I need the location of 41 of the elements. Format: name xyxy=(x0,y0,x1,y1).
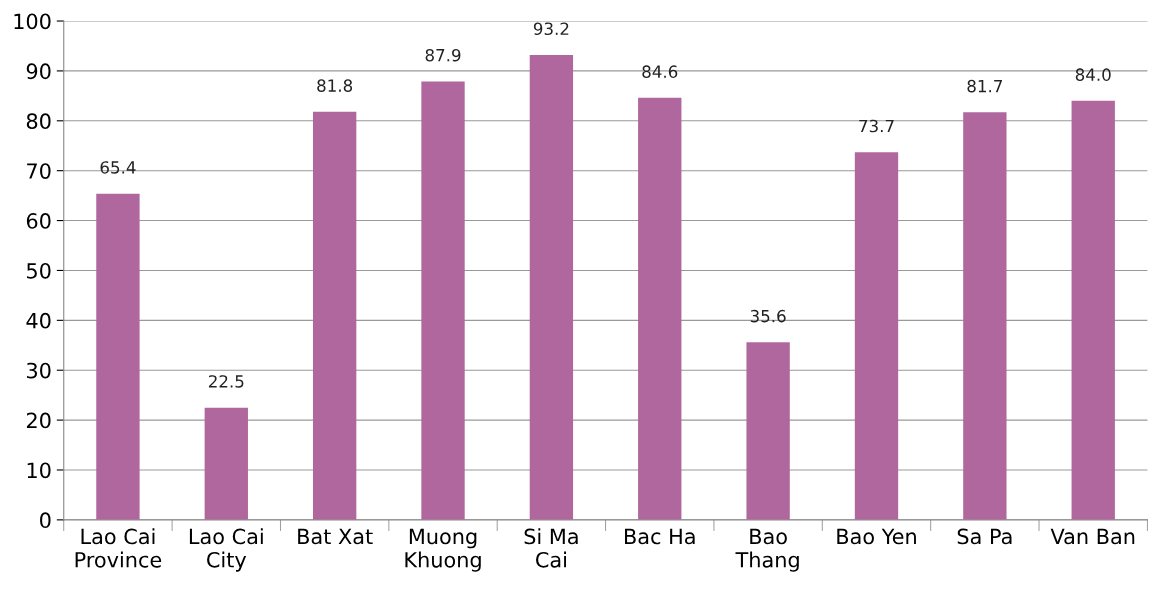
y-tick-label: 10 xyxy=(27,462,51,479)
y-tick-label: 90 xyxy=(26,63,51,80)
x-tick-label: Bat Xat xyxy=(298,528,373,545)
data-label: 93.2 xyxy=(533,22,569,36)
x-tick-label: Muong Khuong xyxy=(405,528,481,572)
bar xyxy=(1071,100,1115,520)
x-tick-label: Bao Yen xyxy=(837,528,916,545)
data-label: 65.4 xyxy=(100,161,136,174)
x-tick-label: Si Ma Cai xyxy=(524,528,578,568)
x-tick-label: Van Ban xyxy=(1050,528,1135,545)
x-tick-label: Lao Cai City xyxy=(189,528,263,572)
data-label: 84.6 xyxy=(642,65,678,78)
bar xyxy=(854,152,899,520)
bar xyxy=(204,407,248,520)
y-tick-label: 70 xyxy=(27,163,51,179)
data-label: 35.6 xyxy=(750,309,786,323)
bar xyxy=(312,111,357,520)
bar xyxy=(421,81,465,520)
bar xyxy=(529,54,574,520)
y-tick-label: 60 xyxy=(26,213,51,229)
y-tick-label: 0 xyxy=(40,512,51,529)
y-tick-label: 30 xyxy=(27,362,51,379)
data-label: 81.7 xyxy=(967,79,1002,93)
bar xyxy=(963,112,1007,520)
y-tick-label: 80 xyxy=(26,113,51,130)
bar xyxy=(96,193,140,520)
x-tick-label: Lao Cai Province xyxy=(75,528,162,568)
y-tick-label: 20 xyxy=(26,412,51,429)
bar xyxy=(638,97,682,520)
x-tick-label: Bac Ha xyxy=(625,528,695,545)
bar xyxy=(746,342,790,520)
data-label: 81.8 xyxy=(317,79,353,92)
data-label: 87.9 xyxy=(425,48,461,62)
y-tick-label: 40 xyxy=(26,312,51,329)
y-tick-label: 50 xyxy=(27,262,51,279)
data-label: 84.0 xyxy=(1075,68,1111,81)
x-tick-label: Sa Pa xyxy=(957,528,1012,545)
data-label: 22.5 xyxy=(208,375,244,388)
data-label: 73.7 xyxy=(859,119,894,133)
y-tick-label: 100 xyxy=(14,13,51,30)
x-tick-label: Bao Thang xyxy=(735,528,799,572)
